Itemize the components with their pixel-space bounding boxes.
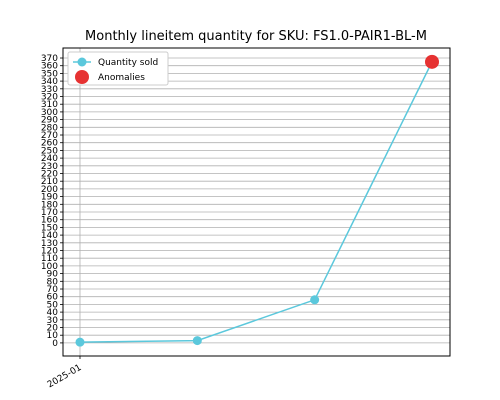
series-line [79, 61, 433, 343]
y-tick-label: 170 [41, 208, 58, 218]
y-tick-label: 200 [41, 185, 58, 195]
y-tick-label: 310 [41, 100, 58, 110]
y-tick-label: 150 [41, 223, 58, 233]
y-tick-label: 300 [41, 108, 58, 118]
y-tick-label: 100 [41, 262, 58, 272]
y-tick-label: 240 [41, 154, 58, 164]
y-tick-label: 330 [41, 85, 58, 95]
y-tick-label: 160 [41, 216, 58, 226]
legend-line-point [77, 57, 87, 67]
y-tick-label: 70 [47, 285, 59, 295]
anomaly-layer [425, 54, 439, 69]
y-tick-label: 350 [41, 69, 58, 79]
y-tick-label: 290 [41, 116, 58, 126]
y-tick-label: 230 [41, 162, 58, 172]
data-point [75, 337, 85, 347]
y-tick-label: 280 [41, 123, 58, 133]
y-tick-label: 90 [47, 270, 59, 280]
y-tick-label: 190 [41, 193, 58, 203]
legend-label-quantity: Quantity sold [98, 58, 158, 68]
y-tick-label: 30 [47, 316, 59, 326]
y-tick-label: 120 [41, 247, 58, 257]
y-axis-ticks: 0102030405060708090100110120130140150160… [41, 54, 63, 349]
y-tick-label: 250 [41, 146, 58, 156]
y-tick-label: 140 [41, 231, 58, 241]
y-tick-label: 340 [41, 77, 58, 87]
legend-box [67, 51, 169, 86]
y-tick-label: 50 [47, 300, 59, 310]
y-gridlines [63, 57, 450, 344]
y-tick-label: 60 [47, 293, 59, 303]
y-tick-label: 80 [47, 277, 59, 287]
anomaly-point [425, 54, 439, 69]
y-tick-label: 0 [52, 339, 58, 349]
y-tick-label: 220 [41, 170, 58, 180]
y-tick-label: 130 [41, 239, 58, 249]
y-tick-label: 10 [47, 331, 59, 341]
data-point [192, 336, 202, 346]
y-tick-label: 370 [41, 54, 58, 64]
y-tick-label: 320 [41, 93, 58, 103]
y-tick-label: 180 [41, 200, 58, 210]
y-tick-label: 40 [47, 308, 59, 318]
y-tick-label: 20 [47, 324, 59, 334]
legend-label-anomalies: Anomalies [98, 73, 145, 83]
y-tick-label: 260 [41, 139, 58, 149]
chart-title: Monthly lineitem quantity for SKU: FS1.0… [85, 29, 427, 44]
plot-frame [62, 47, 451, 357]
legend: Quantity sold Anomalies [67, 51, 169, 86]
y-tick-label: 110 [41, 254, 58, 264]
y-tick-label: 360 [41, 62, 58, 72]
data-point [310, 295, 320, 305]
y-tick-label: 210 [41, 177, 58, 187]
y-tick-label: 270 [41, 131, 58, 141]
legend-anomaly-marker [75, 70, 89, 84]
